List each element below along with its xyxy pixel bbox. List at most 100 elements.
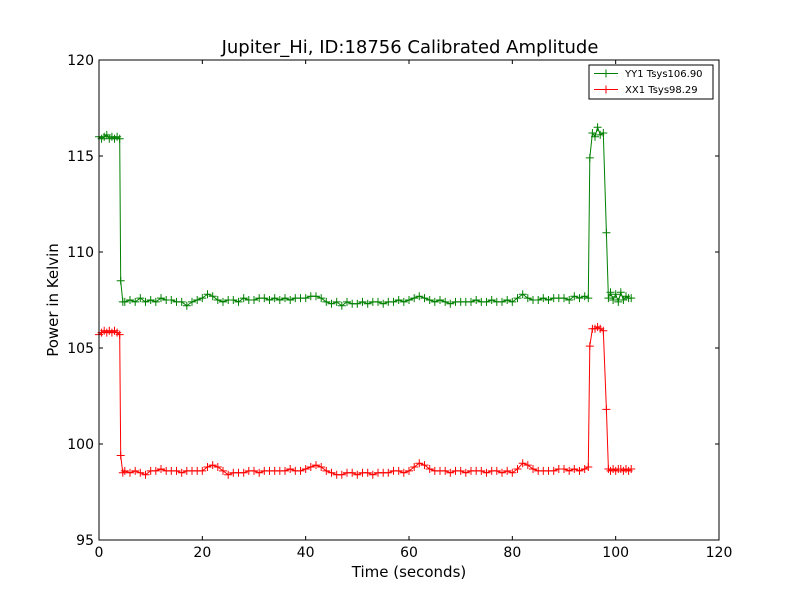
data-point-yy1 — [441, 297, 450, 306]
data-point-xx1 — [141, 470, 150, 479]
data-point-yy1 — [312, 292, 320, 301]
data-point-xx1 — [151, 466, 160, 475]
data-point-xx1 — [115, 330, 124, 339]
data-point-yy1 — [239, 294, 248, 303]
data-point-yy1 — [177, 297, 186, 306]
y-tick-label: 100 — [67, 437, 94, 453]
data-point-xx1 — [327, 468, 336, 477]
data-point-xx1 — [405, 466, 413, 475]
data-point-yy1 — [565, 296, 574, 304]
data-point-xx1 — [348, 468, 357, 477]
data-point-xx1 — [585, 342, 594, 351]
data-point-xx1 — [177, 468, 186, 477]
data-point-xx1 — [353, 470, 362, 479]
data-point-xx1 — [118, 468, 127, 477]
data-point-xx1 — [224, 470, 233, 479]
data-point-yy1 — [219, 297, 227, 306]
data-point-yy1 — [374, 297, 382, 306]
data-point-xx1 — [213, 463, 222, 471]
x-axis-label: Time (seconds) — [351, 563, 467, 581]
data-point-xx1 — [116, 451, 125, 460]
legend: YY1 Tsys106.90 XX1 Tsys98.29 — [588, 64, 714, 100]
data-point-yy1 — [394, 296, 403, 304]
data-point-xx1 — [198, 466, 207, 475]
data-point-yy1 — [115, 134, 124, 143]
data-point-xx1 — [482, 468, 491, 477]
data-point-yy1 — [182, 301, 191, 310]
data-point-xx1 — [446, 468, 455, 477]
data-point-xx1 — [394, 466, 403, 475]
data-point-yy1 — [482, 297, 491, 306]
data-point-yy1 — [627, 294, 636, 303]
data-point-yy1 — [260, 294, 269, 303]
data-point-yy1 — [167, 296, 176, 304]
y-axis-label: Power in Kelvin — [44, 243, 62, 357]
data-point-yy1 — [539, 294, 548, 303]
data-point-yy1 — [405, 296, 413, 304]
data-point-yy1 — [580, 292, 589, 301]
data-point-yy1 — [343, 297, 351, 306]
data-point-yy1 — [131, 297, 140, 306]
data-point-xx1 — [120, 466, 129, 475]
data-point-xx1 — [384, 468, 393, 477]
data-point-yy1 — [472, 296, 481, 304]
data-point-yy1 — [420, 294, 429, 303]
data-point-xx1 — [131, 466, 140, 475]
data-point-xx1 — [461, 468, 470, 477]
data-point-xx1 — [317, 463, 326, 471]
data-point-yy1 — [614, 297, 623, 306]
data-point-yy1 — [498, 297, 506, 306]
data-point-xx1 — [172, 466, 181, 475]
data-point-xx1 — [208, 461, 217, 470]
data-point-xx1 — [301, 465, 310, 473]
legend-entry-xx1: XX1 Tsys98.29 — [594, 85, 698, 96]
data-point-xx1 — [602, 405, 611, 414]
data-point-xx1 — [363, 468, 372, 477]
data-point-yy1 — [379, 299, 388, 308]
data-point-xx1 — [250, 466, 258, 475]
x-tick-label: 60 — [400, 545, 418, 561]
data-point-yy1 — [430, 297, 439, 306]
data-point-xx1 — [580, 465, 589, 473]
data-point-xx1 — [219, 466, 227, 475]
data-point-xx1 — [518, 459, 527, 468]
data-point-xx1 — [529, 465, 537, 473]
x-tick-label: 0 — [95, 545, 104, 561]
x-tick-label: 40 — [297, 545, 315, 561]
data-point-yy1 — [523, 294, 532, 303]
data-point-yy1 — [322, 297, 331, 306]
data-point-yy1 — [508, 297, 517, 306]
data-point-yy1 — [389, 297, 398, 306]
data-point-xx1 — [503, 466, 512, 475]
data-point-yy1 — [141, 297, 150, 306]
data-point-xx1 — [477, 466, 486, 475]
data-point-yy1 — [151, 297, 160, 306]
data-point-xx1 — [296, 466, 305, 475]
x-tick-label: 120 — [706, 545, 733, 561]
data-point-yy1 — [415, 292, 424, 301]
data-point-xx1 — [399, 468, 408, 477]
data-point-xx1 — [570, 465, 579, 473]
y-tick-label: 105 — [67, 341, 94, 357]
y-tick-label: 120 — [67, 53, 94, 69]
data-point-yy1 — [332, 297, 341, 306]
data-point-xx1 — [425, 465, 434, 473]
data-point-yy1 — [585, 153, 594, 162]
data-point-xx1 — [286, 465, 295, 473]
data-point-xx1 — [239, 468, 248, 477]
data-point-yy1 — [136, 294, 145, 303]
data-point-yy1 — [126, 296, 134, 304]
legend-entry-yy1: YY1 Tsys106.90 — [594, 69, 703, 80]
series-layer — [95, 123, 636, 479]
data-point-xx1 — [523, 461, 532, 470]
data-point-yy1 — [265, 296, 274, 304]
data-point-xx1 — [456, 466, 465, 475]
data-point-xx1 — [415, 459, 424, 468]
data-point-xx1 — [306, 463, 315, 471]
series-yy1 — [95, 123, 636, 310]
x-tick-label: 80 — [503, 545, 521, 561]
data-point-xx1 — [513, 465, 522, 473]
data-point-yy1 — [503, 296, 512, 304]
